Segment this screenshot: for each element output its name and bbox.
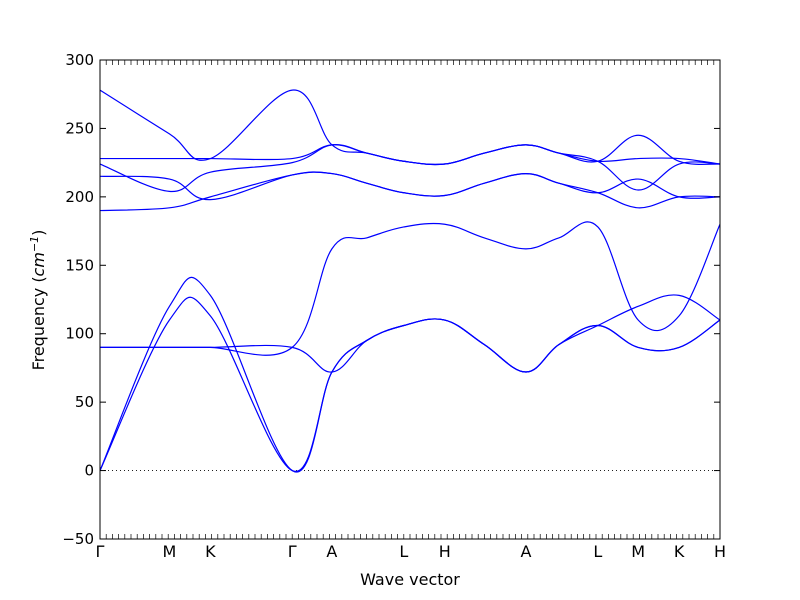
y-axis-label: Frequency (cm−1): [28, 230, 48, 371]
x-tick-label: H: [439, 542, 451, 561]
axes: −50 0 50 100 150 200 250 300 Γ M K Γ A L H A L M K H: [62, 51, 726, 561]
y-tick-label: 150: [65, 256, 94, 274]
y-tick-label: 200: [65, 188, 94, 206]
x-tick-label: M: [631, 542, 645, 561]
plot-area: [99, 89, 721, 473]
x-tick-label: K: [205, 542, 216, 561]
x-tick-label: L: [399, 542, 408, 561]
x-tick-label: Γ: [96, 542, 105, 561]
x-tick-label: Γ: [288, 542, 297, 561]
x-tick-label: M: [163, 542, 177, 561]
y-tick-label: 50: [75, 393, 94, 411]
band-line-9: [99, 89, 721, 166]
x-tick-label: H: [714, 542, 726, 561]
y-tick-label: 0: [84, 462, 94, 480]
x-tick-label: L: [593, 542, 602, 561]
y-tick-label: 100: [65, 325, 94, 343]
x-tick-label: K: [674, 542, 685, 561]
y-tick-label: −50: [62, 530, 94, 548]
x-tick-label: A: [326, 542, 337, 561]
y-tick-label: 300: [65, 51, 94, 69]
x-tick-label: A: [520, 542, 531, 561]
band-line-4: [100, 221, 721, 356]
x-axis-label: Wave vector: [360, 570, 460, 589]
y-tick-label: 250: [65, 119, 94, 137]
band-line-3: [100, 318, 721, 373]
